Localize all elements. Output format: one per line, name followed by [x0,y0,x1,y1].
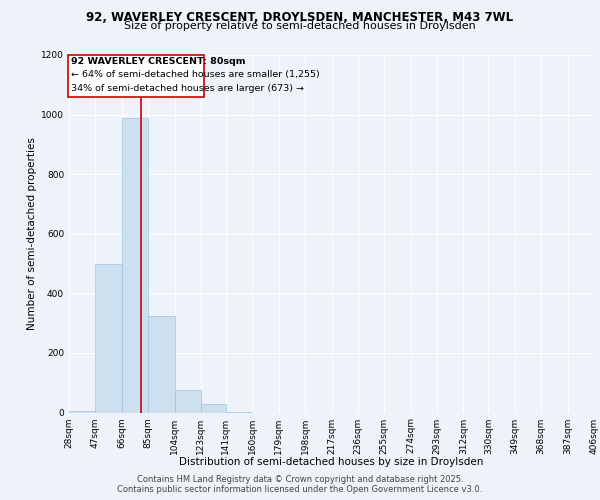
Text: 34% of semi-detached houses are larger (673) →: 34% of semi-detached houses are larger (… [71,84,304,92]
Text: Contains HM Land Registry data © Crown copyright and database right 2025.
Contai: Contains HM Land Registry data © Crown c… [118,474,482,494]
Bar [201,404,226,412]
Text: ← 64% of semi-detached houses are smaller (1,255): ← 64% of semi-detached houses are smalle… [71,70,320,80]
Y-axis label: Number of semi-detached properties: Number of semi-detached properties [27,138,37,330]
Text: 92, WAVERLEY CRESCENT, DROYLSDEN, MANCHESTER, M43 7WL: 92, WAVERLEY CRESCENT, DROYLSDEN, MANCHE… [86,11,514,24]
Bar [69,411,95,412]
FancyBboxPatch shape [68,55,204,98]
Bar [175,390,201,412]
X-axis label: Distribution of semi-detached houses by size in Droylsden: Distribution of semi-detached houses by … [179,456,484,466]
Text: 92 WAVERLEY CRESCENT: 80sqm: 92 WAVERLEY CRESCENT: 80sqm [71,58,245,66]
Bar [122,118,148,412]
Bar [148,316,175,412]
Text: Size of property relative to semi-detached houses in Droylsden: Size of property relative to semi-detach… [124,21,476,31]
Bar [95,264,122,412]
